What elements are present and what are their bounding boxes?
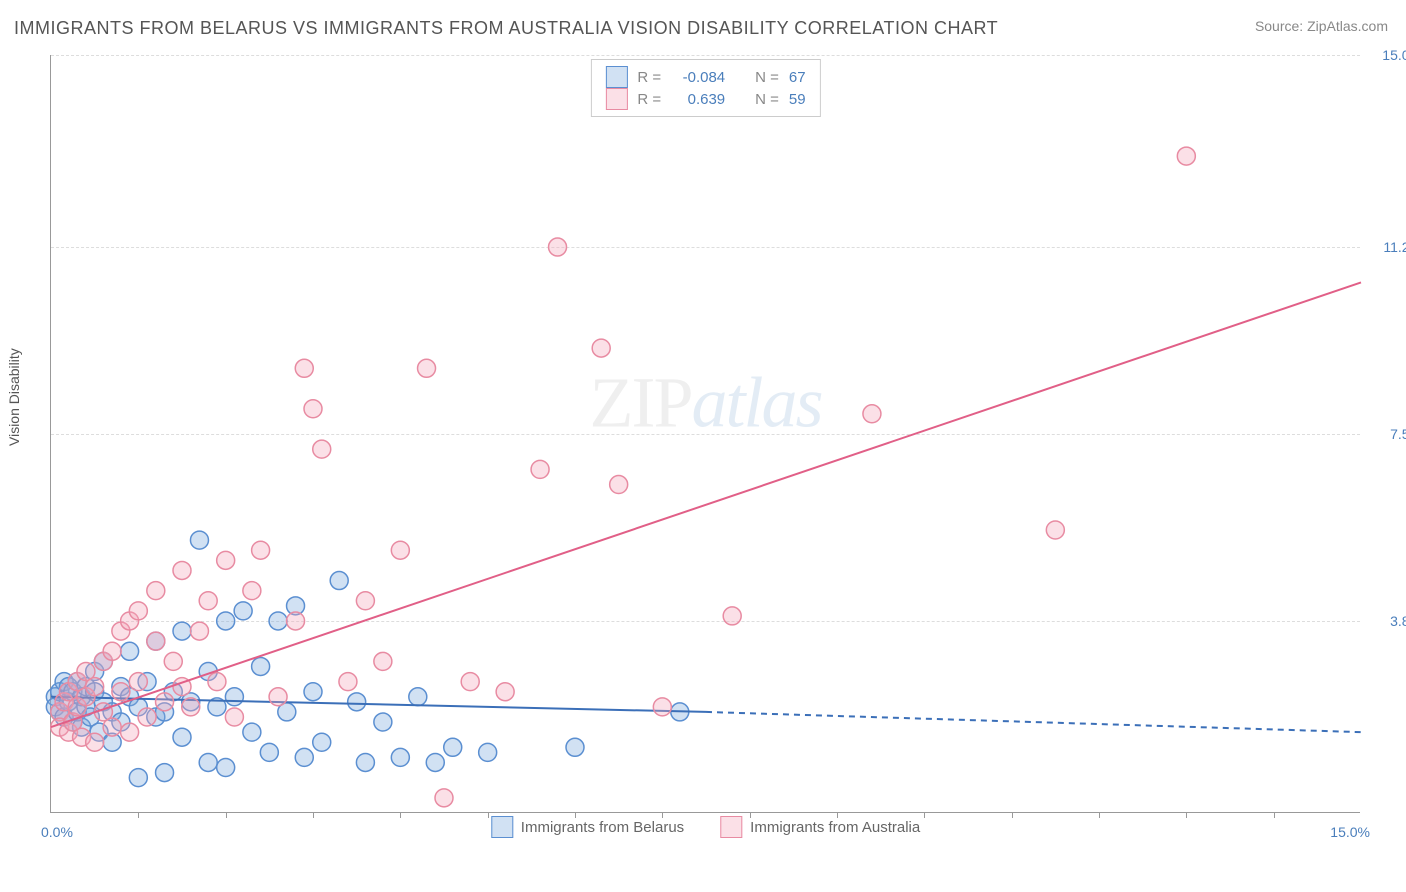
x-tick [1186,812,1187,818]
legend-item-belarus: Immigrants from Belarus [491,816,684,838]
y-tick-label: 3.8% [1390,613,1406,629]
x-tick [226,812,227,818]
r-label: R = [637,91,661,108]
chart-title: IMMIGRANTS FROM BELARUS VS IMMIGRANTS FR… [14,18,998,39]
x-tick [400,812,401,818]
legend-row-belarus: R = -0.084 N = 67 [605,66,805,88]
x-tick [313,812,314,818]
y-axis-title: Vision Disability [6,348,22,446]
x-tick [1274,812,1275,818]
legend-item-australia: Immigrants from Australia [720,816,920,838]
x-tick [662,812,663,818]
x-tick [924,812,925,818]
x-tick [837,812,838,818]
y-tick-label: 11.2% [1383,239,1406,255]
swatch-australia-icon [605,88,627,110]
n-value-belarus: 67 [789,69,806,86]
n-label: N = [755,91,779,108]
x-tick [1099,812,1100,818]
x-tick [488,812,489,818]
swatch-belarus-icon [605,66,627,88]
x-tick-min: 0.0% [41,824,73,840]
r-value-belarus: -0.084 [671,69,725,86]
y-tick-label: 7.5% [1390,426,1406,442]
r-value-australia: 0.639 [671,91,725,108]
legend-label-belarus: Immigrants from Belarus [521,819,684,836]
x-tick [575,812,576,818]
swatch-belarus-icon [491,816,513,838]
n-value-australia: 59 [789,91,806,108]
series-legend: Immigrants from Belarus Immigrants from … [491,816,920,838]
scatter-chart: ZIPatlas R = -0.084 N = 67 R = 0.639 N =… [50,55,1360,813]
legend-row-australia: R = 0.639 N = 59 [605,88,805,110]
swatch-australia-icon [720,816,742,838]
x-tick [750,812,751,818]
x-tick [1012,812,1013,818]
x-tick-max: 15.0% [1330,824,1370,840]
r-label: R = [637,69,661,86]
source-attribution: Source: ZipAtlas.com [1255,18,1388,34]
correlation-legend: R = -0.084 N = 67 R = 0.639 N = 59 [590,59,820,117]
scatter-plot-svg [51,55,1360,812]
y-tick-label: 15.0% [1382,47,1406,63]
n-label: N = [755,69,779,86]
x-tick [138,812,139,818]
legend-label-australia: Immigrants from Australia [750,819,920,836]
